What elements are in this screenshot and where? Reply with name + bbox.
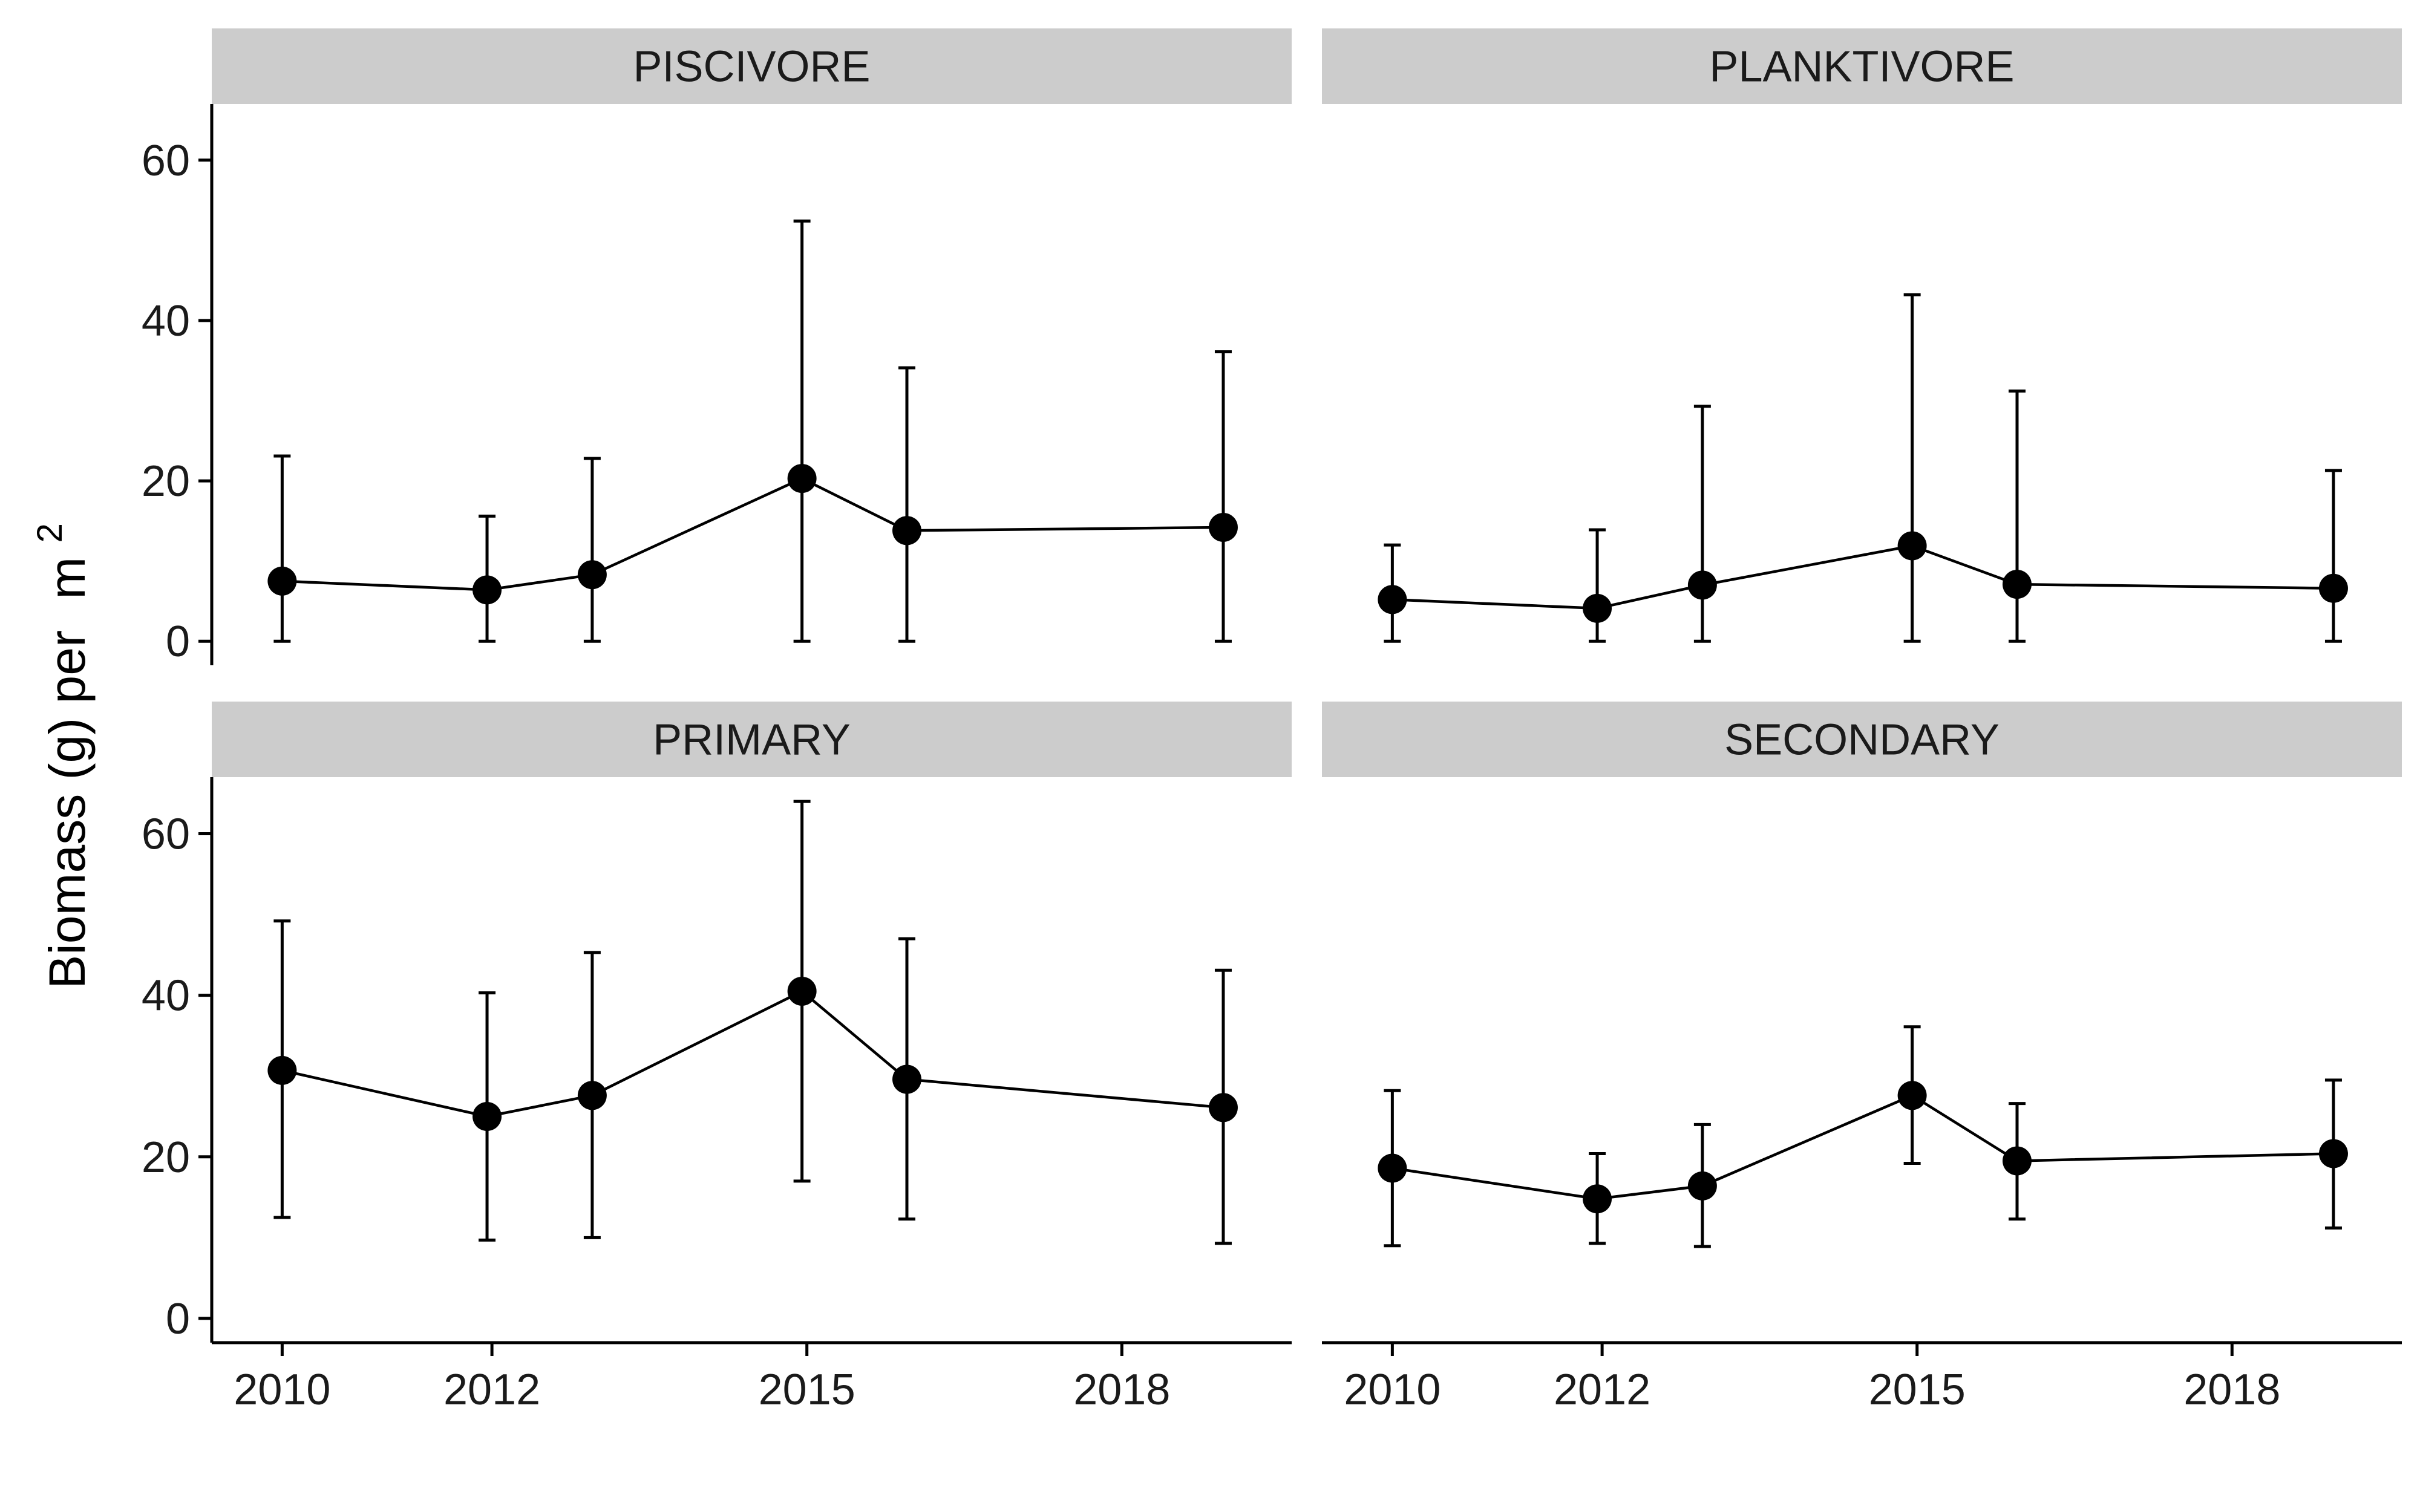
- x-tick-label: 2010: [234, 1366, 330, 1414]
- x-tick-label: 2015: [1869, 1366, 1966, 1414]
- data-point: [2002, 1146, 2032, 1176]
- x-tick-label: 2015: [759, 1366, 855, 1414]
- facet-strip-label: PLANKTIVORE: [1709, 43, 2014, 91]
- x-tick-label: 2018: [2183, 1366, 2280, 1414]
- y-tick-label: 60: [142, 810, 190, 859]
- x-tick-label: 2012: [1554, 1366, 1650, 1414]
- facet-strip-label: PISCIVORE: [633, 43, 870, 91]
- data-point: [892, 516, 921, 546]
- y-tick-label: 20: [142, 1133, 190, 1182]
- y-axis-title-unit: m: [39, 557, 96, 599]
- facet-strip: [212, 28, 1292, 104]
- data-point: [787, 464, 817, 494]
- data-point: [1583, 1184, 1612, 1214]
- data-point: [787, 976, 817, 1006]
- facet-strip: [212, 702, 1292, 777]
- panel-piscivore: PISCIVORE 0 20 40 60: [142, 28, 1292, 666]
- y-tick-label: 0: [166, 1295, 190, 1343]
- y-tick-label: 20: [142, 457, 190, 506]
- facet-strip-label: SECONDARY: [1724, 716, 2000, 764]
- facet-strip: [1322, 702, 2402, 777]
- data-point: [2002, 570, 2032, 599]
- data-point: [1687, 570, 1717, 600]
- data-point: [892, 1064, 921, 1094]
- panel-secondary: SECONDARY 2010 2012 2015 2018: [1322, 702, 2402, 1414]
- series-line: [281, 989, 1224, 1118]
- facet-strip: [1322, 28, 2402, 104]
- data-point: [2318, 1139, 2348, 1168]
- panel-primary: PRIMARY 0 20 40 60 2010 2012 2015 2018: [142, 702, 1292, 1414]
- facet-strip-label: PRIMARY: [653, 716, 851, 764]
- x-tick-label: 2012: [443, 1366, 540, 1414]
- y-tick-label: 40: [142, 972, 190, 1020]
- panel-planktivore: PLANKTIVORE: [1322, 28, 2402, 643]
- data-point: [577, 560, 607, 590]
- data-point: [577, 1081, 607, 1110]
- data-point: [1583, 593, 1612, 623]
- data-point: [1378, 1153, 1407, 1183]
- y-tick-label: 60: [142, 137, 190, 185]
- data-point: [1378, 585, 1407, 614]
- data-point: [1208, 1093, 1238, 1123]
- y-axis-title-exponent: 2: [30, 523, 70, 543]
- data-point: [2318, 573, 2348, 603]
- series-line: [282, 477, 1223, 591]
- x-tick-label: 2018: [1073, 1366, 1170, 1414]
- data-point: [1208, 512, 1238, 542]
- data-point: [473, 1102, 502, 1131]
- panels-layer: PISCIVORE 0 20 40 60 PLANKTIVORE PRIMARY 0 20 40 6…: [142, 28, 2402, 1414]
- y-tick-label: 0: [166, 618, 190, 666]
- data-point: [1897, 1081, 1927, 1110]
- y-tick-label: 40: [142, 297, 190, 345]
- y-axis-title: Biomass (g) per m 2: [30, 523, 96, 989]
- data-point: [1687, 1171, 1717, 1201]
- data-point: [1897, 531, 1927, 561]
- series-line: [1392, 544, 2333, 610]
- series-line: [1392, 1093, 2334, 1201]
- data-point: [267, 1055, 297, 1085]
- y-axis-title-text: Biomass (g) per: [39, 630, 96, 989]
- data-point: [267, 566, 297, 596]
- data-point: [473, 575, 502, 605]
- x-tick-label: 2010: [1344, 1366, 1441, 1414]
